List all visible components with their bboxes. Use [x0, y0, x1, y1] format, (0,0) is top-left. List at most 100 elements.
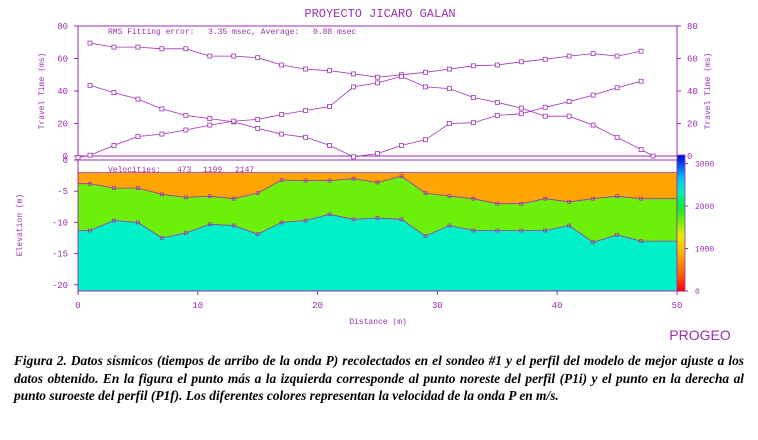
travel-time-point — [303, 66, 309, 72]
colorbar-band — [677, 243, 685, 246]
model-layer-1 — [78, 172, 677, 204]
travel-time-tick-label-left: 20 — [57, 120, 68, 130]
travel-time-point — [111, 90, 117, 96]
travel-time-point — [135, 44, 141, 50]
model-node-1 — [399, 174, 404, 179]
colorbar-band — [677, 279, 685, 282]
travel-time-point — [566, 99, 572, 104]
colorbar-band — [677, 171, 685, 174]
travel-time-tick-label-right: 60 — [687, 55, 698, 65]
model-boundary-2 — [78, 213, 677, 243]
travel-time-frame — [77, 25, 678, 157]
colorbar-band — [677, 167, 685, 170]
model-node-1 — [567, 199, 572, 204]
colorbar-band — [677, 217, 685, 220]
colorbar-band — [677, 203, 685, 206]
travel-time-tick-label-left: 80 — [57, 22, 68, 32]
travel-time-point — [542, 104, 548, 110]
travel-time-point — [111, 44, 117, 50]
colorbar-band — [677, 211, 685, 214]
colorbar-band — [677, 185, 685, 188]
colorbar-band — [677, 169, 685, 172]
model-node-2 — [447, 223, 452, 228]
elevation-tick-label: -20 — [52, 281, 68, 291]
model-node-2 — [519, 228, 524, 233]
model-node-1 — [255, 191, 260, 195]
model-node-1 — [136, 186, 140, 190]
travel-time-point — [566, 113, 572, 119]
travel-time-point — [375, 74, 380, 80]
colorbar-band — [677, 247, 685, 250]
travel-time-point — [399, 73, 404, 79]
colorbar-tick-label: 2000 — [695, 203, 714, 212]
travel-time-point — [87, 82, 93, 88]
colorbar-band — [677, 163, 685, 166]
travel-time-tick-label-right: 0 — [687, 152, 692, 162]
travel-time-point — [470, 95, 476, 100]
model-node-2 — [591, 240, 595, 245]
travel-time-point — [423, 137, 428, 143]
model-node-1 — [543, 196, 548, 201]
travel-time-point — [638, 147, 644, 152]
velocities-label: Velocities: — [108, 166, 161, 175]
model-node-2 — [160, 236, 164, 240]
colorbar-band — [677, 177, 685, 180]
distance-tick-label: 0 — [75, 301, 80, 311]
colorbar-band — [677, 241, 685, 244]
model-node-2 — [255, 232, 260, 237]
colorbar-band — [677, 281, 685, 284]
model-node-2 — [543, 228, 548, 233]
travel-time-point — [303, 134, 309, 140]
travel-time-point — [446, 86, 452, 91]
travel-time-point — [650, 153, 656, 159]
travel-time-point — [135, 134, 141, 139]
model-node-1 — [160, 192, 164, 197]
colorbar-band — [677, 233, 685, 236]
model-node-2 — [183, 231, 188, 235]
travel-time-point — [518, 111, 524, 117]
model-node-2 — [615, 233, 619, 237]
travel-time-point — [590, 122, 596, 128]
travel-time-point — [494, 99, 500, 105]
model-node-2 — [112, 218, 116, 223]
model-node-2 — [423, 234, 428, 238]
colorbar-band — [677, 227, 685, 230]
travel-time-point — [375, 151, 380, 156]
model-node-1 — [423, 191, 428, 195]
colorbar-band — [677, 235, 685, 238]
colorbar-band — [677, 231, 685, 234]
travel-time-point — [159, 106, 165, 112]
travel-time-point — [231, 118, 237, 124]
colorbar-band — [677, 205, 685, 208]
colorbar-band — [677, 199, 685, 202]
velocity-colorbar: 0 1000 2000 3000 — [676, 154, 714, 297]
travel-time-panel: RMS Fitting error: 3.35 msec, Average: 0… — [38, 22, 713, 162]
travel-time-point — [470, 120, 476, 126]
elevation-tick-label: -15 — [52, 250, 68, 260]
distance-tick-label: 40 — [552, 301, 563, 311]
travel-time-point — [207, 122, 213, 128]
figure-caption: Figura 2. Datos sísmicos (tiempos de arr… — [14, 353, 744, 403]
colorbar-band — [677, 173, 685, 176]
model-node-1 — [471, 196, 476, 201]
model-node-1 — [351, 176, 356, 181]
travel-time-point — [446, 66, 452, 72]
seismic-figure: PROYECTO JICARO GALAN RMS Fitting error:… — [16, 7, 731, 343]
colorbar-band — [677, 271, 685, 274]
colorbar-band — [677, 189, 685, 192]
travel-time-point — [87, 40, 93, 46]
colorbar-band — [677, 251, 685, 254]
elevation-model-panel: Velocities: 473 1199 2147 Elevation (m) … — [16, 154, 714, 327]
colorbar-band — [677, 207, 685, 210]
colorbar-band — [677, 275, 685, 278]
model-node-2 — [136, 220, 140, 225]
model-layer-2 — [78, 176, 677, 243]
travel-time-point — [75, 155, 81, 161]
travel-time-point — [303, 108, 309, 113]
travel-time-point — [207, 53, 213, 59]
travel-time-point — [231, 53, 237, 59]
travel-time-point — [518, 105, 524, 111]
travel-time-point — [351, 84, 356, 90]
distance-tick-label: 10 — [192, 301, 203, 311]
model-node-1 — [591, 196, 595, 201]
